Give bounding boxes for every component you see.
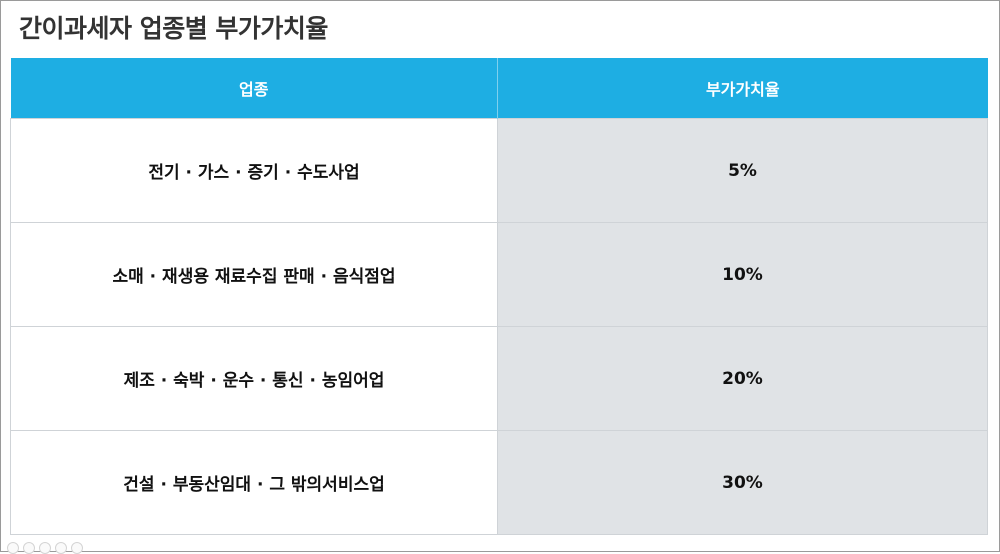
license-nc-icon: [39, 542, 51, 554]
rate-cell: 20%: [497, 326, 988, 431]
license-extra-icon: [71, 542, 83, 554]
rate-cell: 30%: [497, 430, 988, 535]
license-icons: [7, 542, 83, 554]
industry-cell: 제조 · 숙박 · 운수 · 통신 · 농임어업: [10, 326, 498, 431]
header-industry: 업종: [10, 58, 498, 119]
license-nd-icon: [55, 542, 67, 554]
license-cc-icon: [7, 542, 19, 554]
table-row: 소매 · 재생용 재료수집 판매 · 음식점업 10%: [10, 222, 988, 327]
industry-cell: 건설 · 부동산임대 · 그 밖의서비스업: [10, 430, 498, 535]
page-title: 간이과세자 업종별 부가가치율: [19, 14, 328, 43]
table-row: 건설 · 부동산임대 · 그 밖의서비스업 30%: [10, 430, 988, 535]
table-row: 전기 · 가스 · 증기 · 수도사업 5%: [10, 118, 988, 223]
header-value-added-rate: 부가가치율: [497, 58, 988, 119]
vat-rate-table: 업종 부가가치율 전기 · 가스 · 증기 · 수도사업 5% 소매 · 재생용…: [10, 58, 988, 535]
table-header-row: 업종 부가가치율: [10, 58, 988, 119]
rate-cell: 10%: [497, 222, 988, 327]
rate-cell: 5%: [497, 118, 988, 223]
license-by-icon: [23, 542, 35, 554]
industry-cell: 소매 · 재생용 재료수집 판매 · 음식점업: [10, 222, 498, 327]
industry-cell: 전기 · 가스 · 증기 · 수도사업: [10, 118, 498, 223]
table-row: 제조 · 숙박 · 운수 · 통신 · 농임어업 20%: [10, 326, 988, 431]
